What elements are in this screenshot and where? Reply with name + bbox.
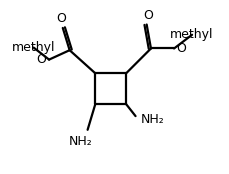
Text: O: O — [36, 53, 46, 66]
Text: O: O — [56, 12, 66, 25]
Text: O: O — [143, 9, 153, 22]
Text: NH₂: NH₂ — [68, 135, 92, 148]
Text: O: O — [176, 42, 186, 55]
Text: NH₂: NH₂ — [140, 113, 164, 126]
Text: methyl: methyl — [12, 41, 55, 54]
Text: methyl: methyl — [169, 28, 213, 41]
